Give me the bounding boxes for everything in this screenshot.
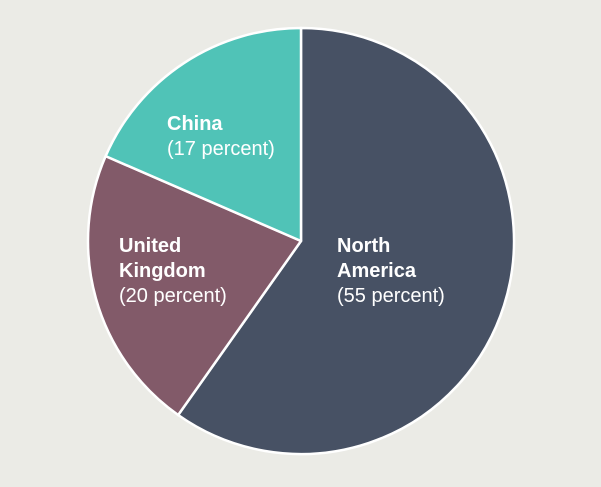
pie-slice-china	[104, 26, 303, 243]
slice-name-line: Kingdom	[119, 260, 206, 282]
slice-value-text: (17 percent)	[167, 138, 275, 160]
slice-name-line: America	[337, 260, 417, 282]
slice-name-line: United	[119, 235, 181, 257]
slice-label-united-kingdom: United Kingdom (20 percent)	[119, 235, 227, 307]
pie-slice-united-kingdom	[86, 154, 303, 417]
pie-slice-north-america	[176, 26, 516, 456]
slice-label-north-america: North America (55 percent)	[337, 235, 445, 307]
slice-label-china: China (17 percent)	[167, 113, 275, 160]
slice-name-line: China	[167, 113, 223, 135]
slice-value-text: (20 percent)	[119, 285, 227, 307]
pie-labels: North America (55 percent) United Kingdom (20…	[119, 113, 445, 307]
slice-value-text: (55 percent)	[337, 285, 445, 307]
pie-slices	[86, 26, 516, 456]
slice-name-line: North	[337, 235, 390, 257]
